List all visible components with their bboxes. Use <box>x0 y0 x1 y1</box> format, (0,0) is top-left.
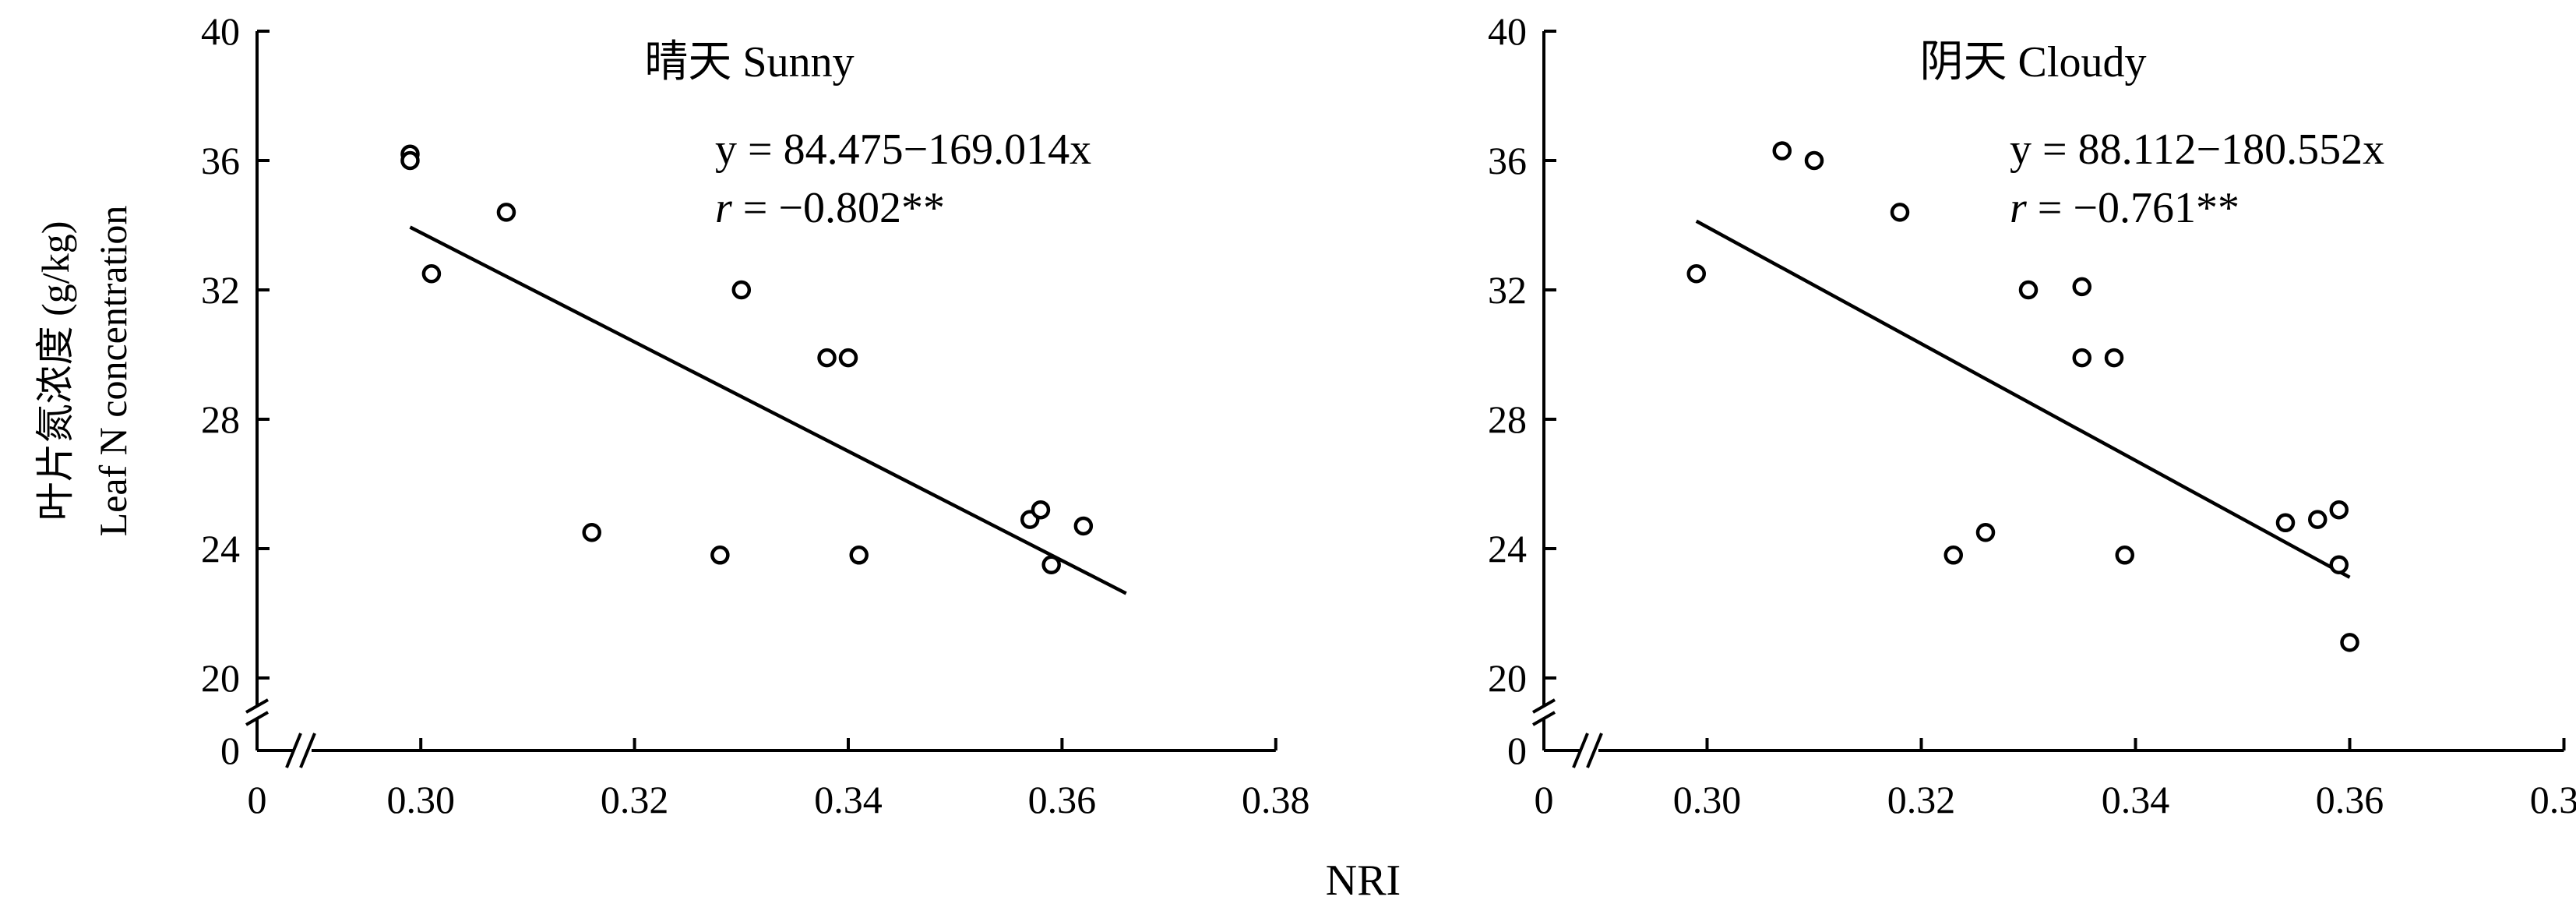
data-point <box>1975 523 1996 542</box>
data-point <box>2072 277 2091 297</box>
x-tick-label: 0.36 <box>2316 778 2384 821</box>
data-point <box>2308 510 2328 529</box>
data-point <box>1073 516 1094 536</box>
x-tick-label: 0.38 <box>1242 778 1310 821</box>
y-axis-break <box>245 698 269 726</box>
y-axis-break <box>1532 698 1556 726</box>
x-axis-break <box>285 733 316 768</box>
y-tick-label: 36 <box>1488 139 1527 182</box>
y-tick-label: 28 <box>1488 397 1527 441</box>
y-tick-label: 28 <box>201 397 240 441</box>
regression-equation: y = 84.475−169.014x <box>715 125 1091 174</box>
data-point <box>421 264 442 284</box>
regression-line <box>409 225 1127 595</box>
data-point <box>1041 555 1061 574</box>
data-point <box>582 523 601 542</box>
data-point <box>2104 348 2124 368</box>
panel-title: 晴天 Sunny <box>644 38 854 87</box>
y-tick-label: 24 <box>1488 527 1527 570</box>
x-tick-label: 0.38 <box>2530 778 2576 821</box>
y-tick-label: 32 <box>201 268 240 312</box>
data-point <box>400 150 420 171</box>
data-point <box>1890 203 1910 222</box>
y-tick-label-zero: 0 <box>220 729 240 772</box>
data-point <box>2018 280 2039 300</box>
x-tick-label: 0.30 <box>1673 778 1742 821</box>
x-tick-label-zero: 0 <box>1535 778 1554 821</box>
y-tick-label: 24 <box>201 527 240 570</box>
x-axis-break <box>1572 733 1603 768</box>
x-tick-label: 0.34 <box>2102 778 2170 821</box>
data-point <box>1031 500 1051 520</box>
y-axis-label-english: Leaf N concentration <box>91 206 135 537</box>
regression-line <box>1695 219 2351 579</box>
x-axis-label: NRI <box>1326 856 1401 905</box>
y-tick-label: 20 <box>201 656 240 700</box>
data-point <box>2275 513 2296 533</box>
data-point <box>1943 546 1963 565</box>
y-tick-label: 32 <box>1488 268 1527 312</box>
panel-cloudy: 20 24 28 32 36 40 0 0.30 0.32 0.34 0.36 0.38 0 阴天 Clo… <box>1488 9 2576 821</box>
data-point <box>2072 348 2091 368</box>
data-point <box>2115 546 2134 565</box>
y-tick-label: 40 <box>1488 9 1527 53</box>
x-tick-label: 0.36 <box>1028 778 1097 821</box>
x-tick-label: 0.30 <box>386 778 455 821</box>
x-tick-label: 0.34 <box>814 778 883 821</box>
data-point <box>2340 633 2359 652</box>
panel-title: 阴天 Cloudy <box>1920 38 2147 87</box>
x-tick-label: 0.32 <box>1887 778 1956 821</box>
data-point <box>710 546 730 565</box>
correlation-annotation: r = −0.802** <box>715 184 945 232</box>
y-tick-label-zero: 0 <box>1507 729 1527 772</box>
y-tick-label: 40 <box>201 9 240 53</box>
data-point <box>817 348 837 368</box>
data-point <box>496 203 516 222</box>
y-axis-label-chinese: 叶片氮浓度 (g/kg) <box>33 221 77 521</box>
data-point <box>731 280 752 300</box>
y-tick-label: 20 <box>1488 656 1527 700</box>
panel-sunny: 20 24 28 32 36 40 0 0.30 0.32 0.34 0.36 0.38 0 晴天 Sun… <box>201 9 1310 821</box>
data-point <box>838 348 858 368</box>
correlation-annotation: r = −0.761** <box>2010 184 2239 232</box>
data-point <box>1686 264 1706 284</box>
data-point <box>1804 150 1824 171</box>
data-point <box>2329 500 2349 520</box>
x-tick-label: 0.32 <box>601 778 669 821</box>
x-tick-label-zero: 0 <box>248 778 267 821</box>
regression-equation: y = 88.112−180.552x <box>2010 125 2384 174</box>
data-point <box>1772 141 1792 161</box>
y-tick-label: 36 <box>201 139 240 182</box>
data-point <box>2329 555 2349 574</box>
data-point <box>849 546 869 565</box>
